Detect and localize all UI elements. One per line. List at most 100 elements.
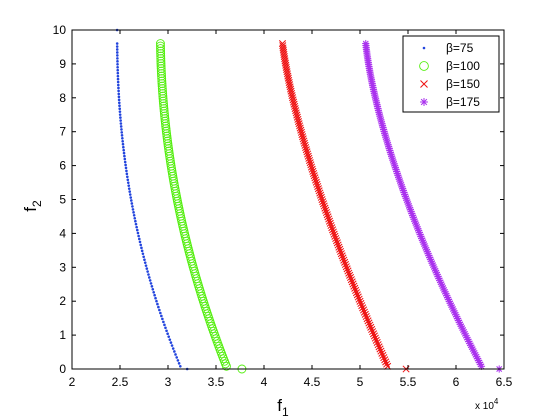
x-tick-label: 3.5 <box>208 375 225 389</box>
data-point <box>156 41 165 51</box>
x-exponent-label: x 104 <box>475 397 499 412</box>
data-point <box>291 102 299 110</box>
data-point <box>328 224 336 232</box>
data-point <box>342 263 350 271</box>
data-point <box>156 69 166 79</box>
data-point <box>122 145 125 149</box>
data-point <box>120 134 124 137</box>
data-point <box>325 217 334 225</box>
data-point <box>291 104 299 113</box>
data-point <box>155 299 158 303</box>
data-point <box>348 278 356 286</box>
data-point <box>357 299 365 308</box>
data-point <box>284 72 292 80</box>
data-point <box>285 76 293 84</box>
data-point <box>157 74 167 84</box>
data-point <box>170 344 174 347</box>
data-point <box>156 64 166 74</box>
data-point <box>118 107 122 110</box>
data-point <box>156 44 165 54</box>
data-point <box>151 288 155 291</box>
data-point <box>335 243 343 251</box>
data-point <box>331 232 339 240</box>
data-point <box>122 151 126 155</box>
data-point <box>157 71 167 81</box>
data-point <box>144 264 148 267</box>
data-point <box>336 245 344 253</box>
data-point <box>369 330 378 338</box>
data-point <box>281 59 289 67</box>
data-point <box>284 74 292 82</box>
data-point <box>159 106 169 116</box>
data-point <box>221 361 231 371</box>
data-point <box>116 74 120 78</box>
data-point <box>148 276 151 279</box>
y-tick-label: 4 <box>59 226 66 240</box>
data-point <box>350 282 358 290</box>
data-point <box>156 49 166 59</box>
y-tick-label: 0 <box>59 362 66 376</box>
data-point <box>330 230 338 238</box>
data-point <box>158 91 168 101</box>
data-point <box>285 78 293 87</box>
data-point <box>129 199 133 202</box>
x-tick-label: 5 <box>357 375 364 389</box>
series-2 <box>155 39 247 374</box>
legend-marker <box>420 98 428 106</box>
data-point <box>371 334 379 342</box>
data-point <box>286 81 294 89</box>
data-point <box>305 154 313 162</box>
data-point <box>296 122 304 130</box>
data-point <box>137 234 140 238</box>
data-point <box>319 198 327 206</box>
data-point <box>379 351 387 360</box>
x-tick-label: 2 <box>69 375 76 389</box>
data-point <box>380 354 388 362</box>
data-point <box>146 270 149 273</box>
data-point <box>156 46 166 56</box>
y-tick-label: 1 <box>59 328 66 342</box>
data-point <box>289 94 297 102</box>
data-point <box>143 258 146 261</box>
data-point <box>314 182 322 191</box>
y-tick-label: 6 <box>59 159 66 173</box>
data-point <box>294 117 303 126</box>
data-point <box>318 195 326 204</box>
data-point <box>152 290 155 294</box>
data-point <box>128 193 132 196</box>
data-point <box>321 204 329 212</box>
data-point <box>282 63 290 71</box>
data-point <box>375 343 383 351</box>
data-point <box>338 252 346 260</box>
data-point <box>120 128 123 131</box>
data-point <box>313 180 321 188</box>
data-point <box>134 222 138 226</box>
data-point <box>158 86 167 96</box>
data-point <box>299 133 307 141</box>
data-point <box>117 86 120 90</box>
data-point <box>153 293 156 297</box>
x-tick-label: 4.5 <box>304 375 321 389</box>
data-point <box>159 104 169 114</box>
data-point <box>124 166 128 170</box>
data-point <box>360 308 368 316</box>
data-point <box>163 323 166 327</box>
data-point <box>158 94 168 104</box>
data-point <box>361 310 369 318</box>
data-point <box>294 115 302 123</box>
data-point <box>118 110 122 113</box>
data-point <box>363 315 371 323</box>
data-point <box>283 68 291 76</box>
data-point <box>134 219 137 223</box>
data-point <box>339 254 347 262</box>
data-point <box>364 317 372 325</box>
data-point <box>159 99 168 109</box>
data-point <box>333 239 341 247</box>
data-point <box>142 255 145 259</box>
data-point <box>125 169 128 173</box>
data-point <box>157 305 160 309</box>
data-point <box>323 211 331 219</box>
data-point <box>312 178 320 186</box>
legend-box <box>402 35 500 113</box>
data-point <box>362 312 370 321</box>
